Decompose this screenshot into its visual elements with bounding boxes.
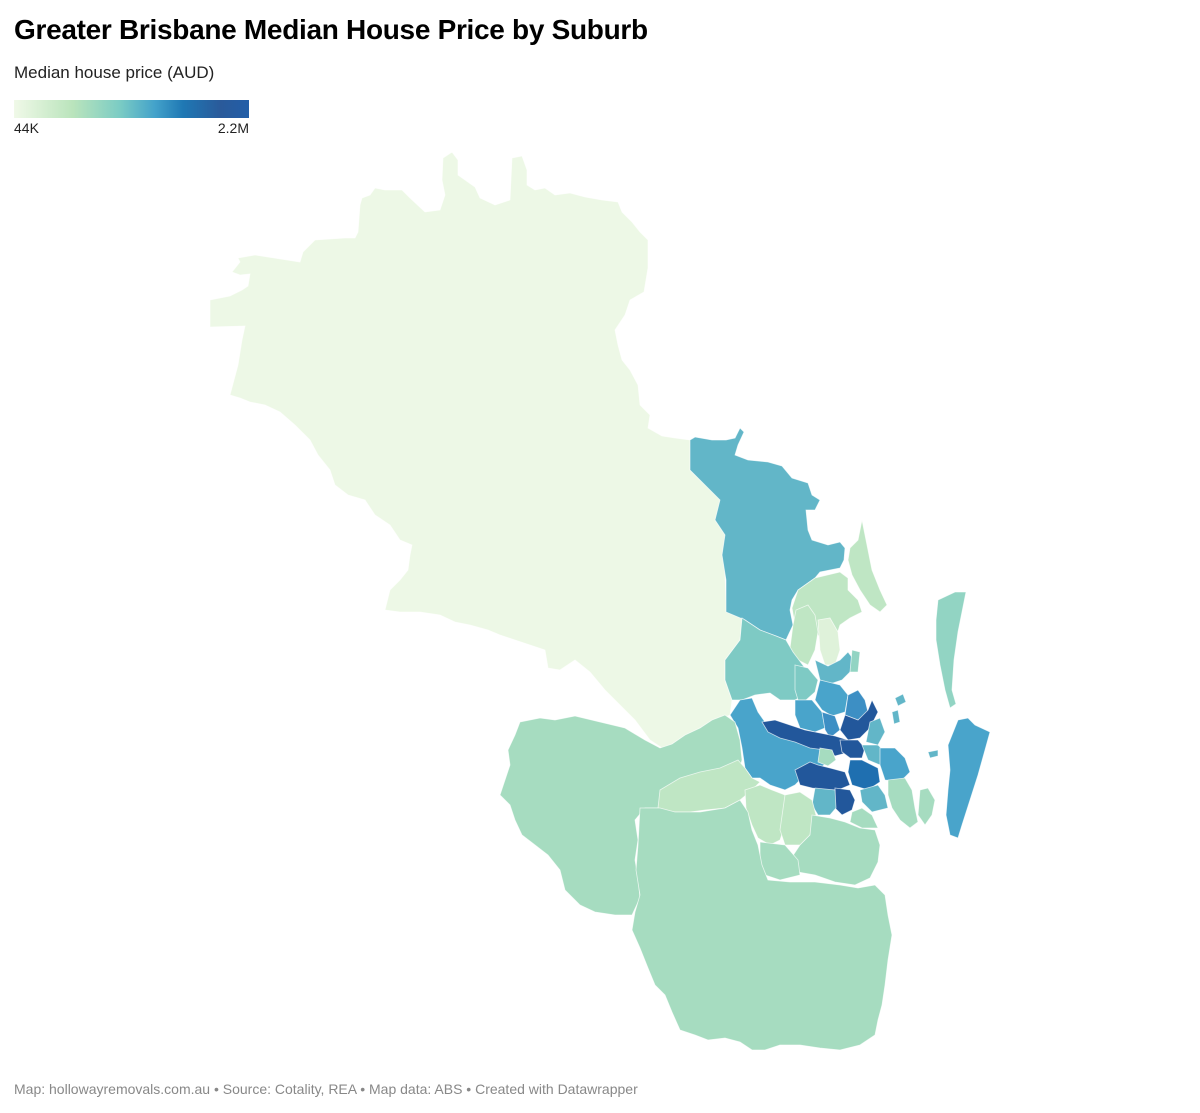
- region-moreton-island[interactable]: [945, 717, 991, 839]
- region-redcliffe-interior[interactable]: [817, 617, 841, 666]
- region-south-east-d[interactable]: [859, 784, 889, 813]
- region-inner-north[interactable]: [821, 711, 841, 739]
- region-bribie-island[interactable]: [847, 519, 888, 613]
- region-cbd[interactable]: [817, 747, 837, 767]
- region-north-west[interactable]: [209, 151, 743, 751]
- legend-max-label: 2.2M: [217, 120, 249, 136]
- chart-title: Greater Brisbane Median House Price by S…: [14, 14, 648, 45]
- region-bay-islands-south[interactable]: [917, 787, 936, 826]
- region-bay-island-1[interactable]: [894, 693, 907, 707]
- color-legend: 44K 2.2M: [14, 100, 249, 136]
- region-south-darkest[interactable]: [834, 787, 856, 816]
- region-scarborough[interactable]: [849, 649, 861, 673]
- region-hamilton-darkest[interactable]: [839, 739, 866, 759]
- region-north-suburbs-b[interactable]: [814, 679, 849, 717]
- region-redland-coast[interactable]: [887, 777, 919, 829]
- region-south-teal[interactable]: [811, 787, 837, 816]
- region-bay-island-2[interactable]: [891, 709, 901, 725]
- region-wynnum[interactable]: [865, 717, 886, 746]
- region-inner-south-darkest[interactable]: [794, 761, 851, 791]
- region-scenic-rim-south[interactable]: [631, 799, 893, 1051]
- footer-credit: Map: hollowayremovals.com.au • Source: C…: [14, 1081, 638, 1097]
- region-moreton-bay-north[interactable]: [689, 427, 846, 641]
- region-bay-island-3[interactable]: [927, 749, 939, 759]
- legend-gradient-bar: [14, 100, 249, 118]
- region-north-suburbs-a[interactable]: [794, 664, 819, 701]
- region-south-coast-bit[interactable]: [849, 807, 879, 829]
- region-south-east-c[interactable]: [879, 747, 911, 783]
- region-inner-north-west[interactable]: [794, 699, 826, 733]
- region-logan-east[interactable]: [789, 814, 881, 886]
- region-north-stradbroke-island[interactable]: [935, 591, 967, 709]
- legend-title: Median house price (AUD): [14, 63, 215, 82]
- legend-min-label: 44K: [14, 120, 39, 136]
- region-pine-rivers[interactable]: [724, 617, 816, 701]
